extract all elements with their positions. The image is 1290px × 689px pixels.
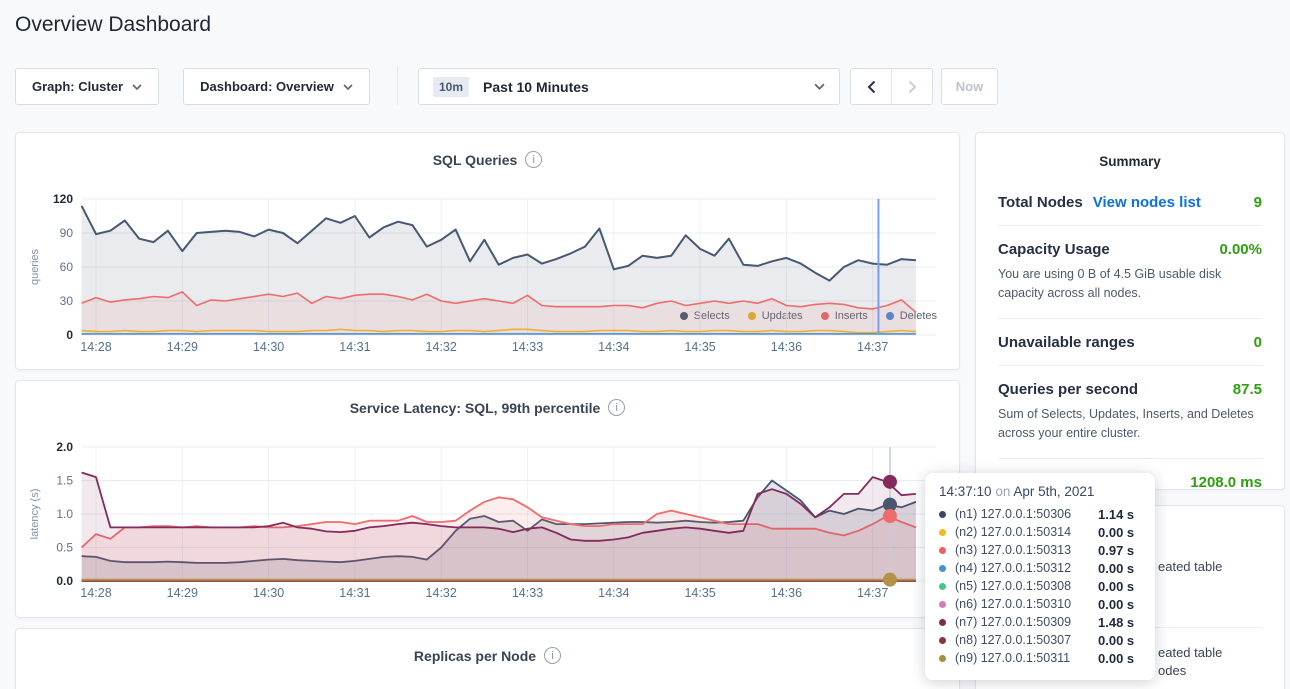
time-range-label: Past 10 Minutes bbox=[483, 79, 800, 95]
time-range-badge: 10m bbox=[433, 77, 469, 97]
chart-tooltip: 14:37:10 on Apr 5th, 2021 (n1) 127.0.0.1… bbox=[925, 473, 1155, 680]
svg-text:14:29: 14:29 bbox=[167, 586, 198, 600]
replicas-per-node-title: Replicas per Node bbox=[16, 647, 959, 664]
summary-title: Summary bbox=[976, 133, 1284, 169]
chevron-right-icon bbox=[908, 80, 917, 94]
svg-text:latency (s): latency (s) bbox=[29, 489, 41, 540]
tooltip-node-row: (n2) 127.0.0.1:503140.00 s bbox=[939, 523, 1141, 541]
event-row-fragment: odes bbox=[1158, 663, 1186, 678]
tooltip-node-row: (n1) 127.0.0.1:503061.14 s bbox=[939, 505, 1141, 523]
svg-text:14:29: 14:29 bbox=[167, 340, 198, 354]
prev-range-button[interactable] bbox=[851, 69, 891, 104]
overview-dashboard-page: Overview Dashboard Graph: Cluster Dashbo… bbox=[0, 0, 1290, 689]
node-dot-icon bbox=[939, 637, 946, 644]
node-dot-icon bbox=[939, 511, 946, 518]
queries-per-second-subtext: Sum of Selects, Updates, Inserts, and De… bbox=[998, 405, 1262, 444]
svg-text:14:36: 14:36 bbox=[771, 586, 802, 600]
time-pager bbox=[850, 68, 933, 105]
next-range-button[interactable] bbox=[891, 69, 932, 104]
svg-text:120: 120 bbox=[53, 192, 73, 206]
time-range-dropdown[interactable]: 10m Past 10 Minutes bbox=[418, 68, 840, 105]
svg-text:14:28: 14:28 bbox=[80, 340, 111, 354]
svg-text:14:28: 14:28 bbox=[80, 586, 111, 600]
svg-text:14:36: 14:36 bbox=[771, 340, 802, 354]
tooltip-node-row: (n4) 127.0.0.1:503120.00 s bbox=[939, 559, 1141, 577]
tooltip-node-row: (n6) 127.0.0.1:503100.00 s bbox=[939, 595, 1141, 613]
replicas-per-node-card: Replicas per Node bbox=[15, 628, 960, 689]
tooltip-node-row: (n5) 127.0.0.1:503080.00 s bbox=[939, 577, 1141, 595]
node-dot-icon bbox=[939, 583, 946, 590]
svg-text:14:32: 14:32 bbox=[426, 586, 457, 600]
svg-text:14:30: 14:30 bbox=[253, 340, 284, 354]
total-nodes-value: 9 bbox=[1254, 194, 1262, 211]
tooltip-node-row: (n9) 127.0.0.1:503110.00 s bbox=[939, 649, 1141, 667]
graph-dropdown-label: Graph: Cluster bbox=[32, 79, 123, 94]
svg-text:14:34: 14:34 bbox=[598, 340, 629, 354]
capacity-usage-value: 0.00% bbox=[1219, 241, 1262, 258]
svg-text:14:35: 14:35 bbox=[684, 586, 715, 600]
svg-text:14:31: 14:31 bbox=[339, 586, 370, 600]
svg-text:0.5: 0.5 bbox=[56, 541, 73, 555]
node-dot-icon bbox=[939, 565, 946, 572]
svg-text:90: 90 bbox=[60, 226, 74, 240]
svg-text:14:32: 14:32 bbox=[426, 340, 457, 354]
summary-row-queries-per-second: Queries per second 87.5 Sum of Selects, … bbox=[998, 365, 1262, 458]
dashboard-dropdown-label: Dashboard: Overview bbox=[200, 79, 334, 94]
service-latency-card: Service Latency: SQL, 99th percentile 14… bbox=[15, 380, 960, 618]
queries-per-second-value: 87.5 bbox=[1233, 381, 1262, 398]
svg-text:14:34: 14:34 bbox=[598, 586, 629, 600]
sql-queries-card: SQL Queries Selects Updates Inserts Dele… bbox=[15, 132, 960, 370]
svg-text:14:33: 14:33 bbox=[512, 340, 543, 354]
capacity-usage-subtext: You are using 0 B of 4.5 GiB usable disk… bbox=[998, 265, 1262, 304]
node-dot-icon bbox=[939, 601, 946, 608]
tooltip-node-row: (n7) 127.0.0.1:503091.48 s bbox=[939, 613, 1141, 631]
service-latency-chart[interactable]: 14:28 14:29 14:30 14:31 14:32 14:33 14:34 14:35… bbox=[16, 381, 961, 619]
node-dot-icon bbox=[939, 529, 946, 536]
summary-row-unavailable-ranges: Unavailable ranges 0 bbox=[998, 318, 1262, 365]
dashboard-dropdown[interactable]: Dashboard: Overview bbox=[183, 68, 370, 105]
svg-text:30: 30 bbox=[60, 294, 74, 308]
svg-text:60: 60 bbox=[60, 260, 74, 274]
svg-text:queries: queries bbox=[29, 248, 41, 285]
svg-text:0: 0 bbox=[66, 328, 73, 342]
view-nodes-list-link[interactable]: View nodes list bbox=[1093, 194, 1201, 211]
svg-text:14:37: 14:37 bbox=[857, 586, 888, 600]
chevron-down-icon bbox=[343, 84, 353, 90]
svg-text:1.5: 1.5 bbox=[56, 474, 73, 488]
svg-text:14:37: 14:37 bbox=[857, 340, 888, 354]
unavailable-ranges-value: 0 bbox=[1254, 334, 1262, 351]
node-dot-icon bbox=[939, 619, 946, 626]
p99-latency-value: 1208.0 ms bbox=[1190, 474, 1262, 491]
svg-text:14:30: 14:30 bbox=[253, 586, 284, 600]
node-dot-icon bbox=[939, 655, 946, 662]
svg-text:14:33: 14:33 bbox=[512, 586, 543, 600]
tooltip-node-row: (n3) 127.0.0.1:503130.97 s bbox=[939, 541, 1141, 559]
now-button[interactable]: Now bbox=[941, 68, 998, 105]
summary-row-capacity-usage: Capacity Usage 0.00% You are using 0 B o… bbox=[998, 225, 1262, 318]
svg-text:0.0: 0.0 bbox=[56, 574, 73, 588]
chevron-down-icon bbox=[132, 84, 142, 90]
summary-panel: Summary Total Nodes View nodes list 9 Ca… bbox=[975, 132, 1285, 490]
tooltip-timestamp: 14:37:10 on Apr 5th, 2021 bbox=[939, 484, 1141, 499]
sql-queries-chart[interactable]: 14:28 14:29 14:30 14:31 14:32 14:33 14:34 14:35… bbox=[16, 133, 961, 371]
chevron-down-icon bbox=[814, 83, 825, 90]
svg-text:1.0: 1.0 bbox=[56, 507, 73, 521]
page-title: Overview Dashboard bbox=[15, 13, 211, 37]
toolbar-divider bbox=[397, 67, 398, 105]
tooltip-node-row: (n8) 127.0.0.1:503070.00 s bbox=[939, 631, 1141, 649]
graph-dropdown[interactable]: Graph: Cluster bbox=[15, 68, 159, 105]
svg-text:14:31: 14:31 bbox=[339, 340, 370, 354]
svg-text:2.0: 2.0 bbox=[56, 440, 73, 454]
chevron-left-icon bbox=[867, 80, 876, 94]
event-row-fragment: eated table bbox=[1158, 559, 1222, 574]
info-icon[interactable] bbox=[544, 647, 561, 664]
event-row-fragment: eated table bbox=[1158, 645, 1222, 660]
summary-row-total-nodes: Total Nodes View nodes list 9 bbox=[998, 179, 1262, 225]
node-dot-icon bbox=[939, 547, 946, 554]
svg-text:14:35: 14:35 bbox=[684, 340, 715, 354]
